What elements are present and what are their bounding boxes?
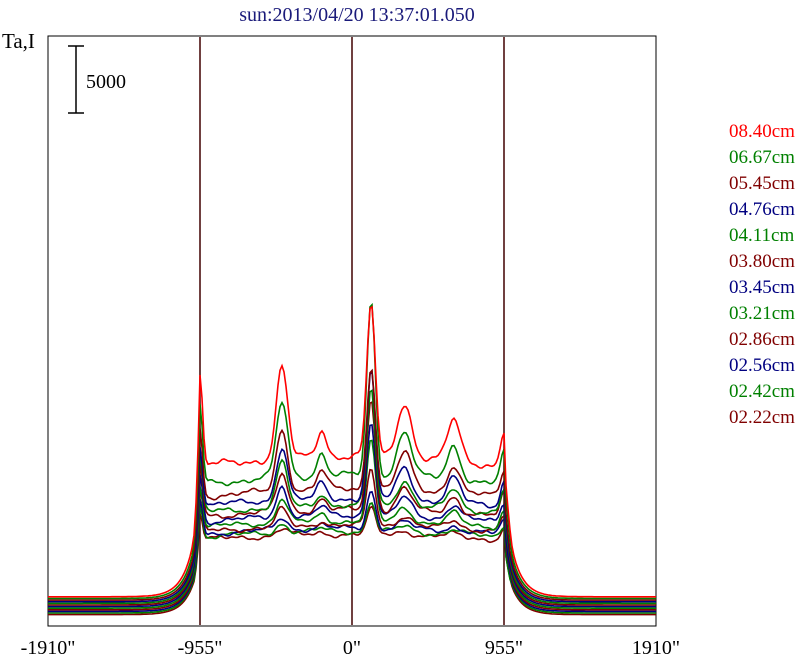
legend-entry-05.45cm: 05.45cm	[729, 173, 795, 194]
series-line-03.21cm	[48, 439, 656, 609]
x-tick-label-4: 1910"	[632, 637, 680, 659]
series-line-08.40cm	[48, 305, 656, 598]
x-axis-tick-labels: -1910" -955" 0" 955" 1910"	[21, 637, 681, 659]
chart-title: sun:2013/04/20 13:37:01.050	[239, 4, 475, 26]
x-tick-label-3: 955"	[485, 637, 523, 659]
legend-entry-02.86cm: 02.86cm	[729, 329, 795, 350]
scale-bar: 5000	[68, 45, 126, 114]
legend-entry-03.45cm: 03.45cm	[729, 277, 795, 298]
series-line-06.67cm	[48, 302, 656, 600]
x-tick-label-1: -955"	[178, 637, 223, 659]
series-curves	[48, 302, 656, 616]
series-line-02.86cm	[48, 468, 656, 611]
y-axis-label: Ta,I	[2, 29, 35, 53]
series-line-03.45cm	[48, 424, 656, 608]
legend-entry-02.22cm: 02.22cm	[729, 407, 795, 428]
series-line-02.56cm	[48, 490, 656, 613]
x-tick-label-0: -1910"	[21, 637, 76, 659]
legend-entry-04.11cm: 04.11cm	[729, 225, 794, 246]
series-line-04.76cm	[48, 369, 656, 603]
series-line-02.42cm	[48, 501, 656, 614]
legend-entry-02.42cm: 02.42cm	[729, 381, 795, 402]
legend: 08.40cm 06.67cm 05.45cm 04.76cm 04.11cm 03.80…	[729, 121, 795, 428]
vertical-reference-lines	[199, 37, 505, 625]
scale-bar-label: 5000	[86, 71, 126, 93]
legend-entry-06.67cm: 06.67cm	[729, 147, 795, 168]
plot-frame	[47, 35, 657, 627]
series-line-03.80cm	[48, 400, 656, 606]
series-line-05.45cm	[48, 368, 656, 601]
legend-entry-04.76cm: 04.76cm	[729, 199, 795, 220]
legend-entry-03.21cm: 03.21cm	[729, 303, 795, 324]
legend-entry-08.40cm: 08.40cm	[729, 121, 795, 142]
x-tick-label-2: 0"	[343, 637, 361, 659]
legend-entry-02.56cm: 02.56cm	[729, 355, 795, 376]
series-line-04.11cm	[48, 389, 656, 605]
legend-entry-03.80cm: 03.80cm	[729, 251, 795, 272]
